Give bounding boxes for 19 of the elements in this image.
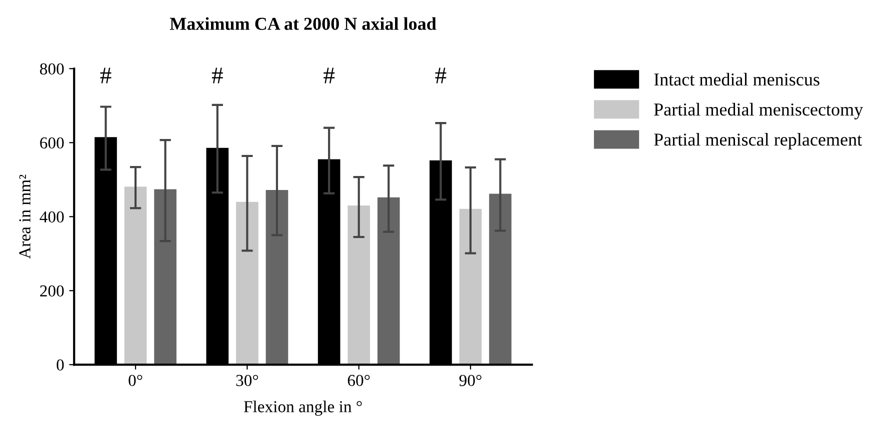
x-tick-label: 60° [348,374,370,386]
y-axis-title: Area in mm² [19,174,30,259]
y-tick-label: 200 [40,285,64,297]
legend-label: Partial medial meniscectomy [654,102,864,120]
legend-label: Partial meniscal replacement [654,133,862,150]
x-tick-label: 0° [128,374,142,386]
x-tick-label: 90° [459,374,482,386]
chart-title: Maximum CA at 2000 N axial load [170,17,436,30]
x-axis-title: Flexion angle in ° [244,400,362,416]
y-tick-label: 800 [40,63,64,75]
y-tick-label: 0 [56,359,64,371]
x-tick-label: 30° [236,374,258,386]
y-tick-label: 400 [40,211,64,223]
annotation: # [100,68,112,84]
annotation: # [212,68,223,84]
y-tick-label: 600 [40,137,64,149]
annotation: # [435,68,446,84]
annotation: # [324,68,335,84]
legend-label: Intact medial meniscus [654,72,820,86]
